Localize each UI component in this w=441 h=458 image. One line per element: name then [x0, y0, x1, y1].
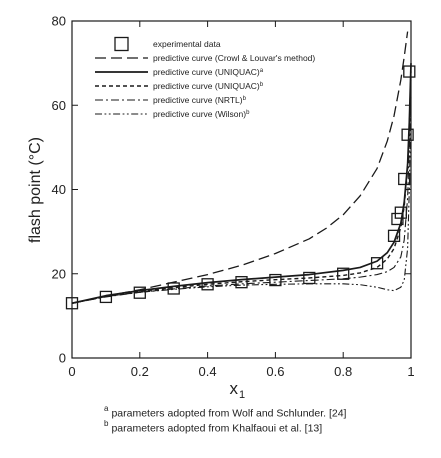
experimental-point — [235, 276, 248, 289]
x-axis-label-subscript: 1 — [239, 389, 245, 400]
experimental-point — [133, 286, 146, 299]
experimental-point — [201, 278, 214, 291]
legend-label: predictive curve (Wilson)b — [153, 109, 250, 119]
experimental-point — [99, 290, 113, 304]
y-axis-title: flash point (°C) — [27, 137, 44, 243]
experimental-point — [391, 212, 404, 226]
experimental-point — [398, 172, 411, 186]
y-tick-label: 80 — [52, 14, 66, 29]
experimental-markers — [65, 65, 416, 310]
legend-superscript: b — [260, 82, 264, 88]
legend-label: experimental data — [153, 39, 221, 49]
footnote-a-text: parameters adopted from Wolf and Schlund… — [111, 407, 347, 420]
x-tick-label: 0.4 — [199, 364, 217, 379]
x-tick-label: 0.2 — [131, 364, 149, 379]
experimental-point — [403, 65, 416, 78]
series-line-0 — [71, 31, 409, 304]
experimental-point — [387, 229, 401, 242]
y-tick-label: 0 — [59, 351, 66, 366]
footnote-b-marker: b — [104, 419, 109, 428]
y-tick-label: 40 — [52, 182, 66, 197]
legend-superscript: b — [243, 96, 247, 102]
experimental-point — [401, 128, 414, 141]
x-tick-label: 1 — [407, 364, 414, 379]
footnote-b-text: parameters adopted from Khalfaoui et al.… — [111, 422, 323, 435]
legend-label: predictive curve (UNIQUAC)b — [153, 81, 264, 91]
y-tick-label: 60 — [52, 98, 66, 113]
experimental-point — [337, 267, 350, 280]
x-axis-title: x 1 — [230, 379, 246, 400]
x-tick-label: 0.6 — [266, 364, 284, 379]
x-axis-label: x — [230, 379, 239, 398]
y-tick-label: 20 — [52, 266, 66, 281]
footnote-a: a parameters adopted from Wolf and Schlun… — [104, 404, 347, 420]
x-tick-label: 0.8 — [334, 364, 352, 379]
legend: experimental data predictive curve (Crowl… — [95, 36, 315, 119]
legend-superscript: b — [246, 110, 250, 116]
axis-ticks: 0 0.2 0.4 0.6 0.8 1 0 20 40 60 80 — [52, 14, 415, 380]
series-line-2 — [71, 71, 412, 304]
experimental-point — [394, 206, 407, 219]
legend-marker — [114, 36, 129, 52]
legend-superscript: a — [260, 68, 264, 74]
legend-label: predictive curve (UNIQUAC)a — [153, 67, 264, 77]
footnote-a-marker: a — [104, 404, 109, 413]
experimental-point — [167, 282, 180, 295]
experimental-point — [370, 257, 384, 270]
experimental-point — [269, 273, 282, 287]
footnote-b: b parameters adopted from Khalfaoui et al… — [104, 419, 323, 435]
legend-label: predictive curve (Crowl & Louvar's metho… — [153, 53, 315, 63]
experimental-point — [303, 271, 316, 285]
flash-point-chart: 0 0.2 0.4 0.6 0.8 1 0 20 40 60 80 experimental dat… — [27, 14, 416, 400]
legend-label: predictive curve (NRTL)b — [153, 95, 247, 105]
experimental-point — [65, 297, 79, 310]
x-tick-label: 0 — [68, 364, 75, 379]
y-axis-label: flash point (°C) — [27, 137, 44, 243]
